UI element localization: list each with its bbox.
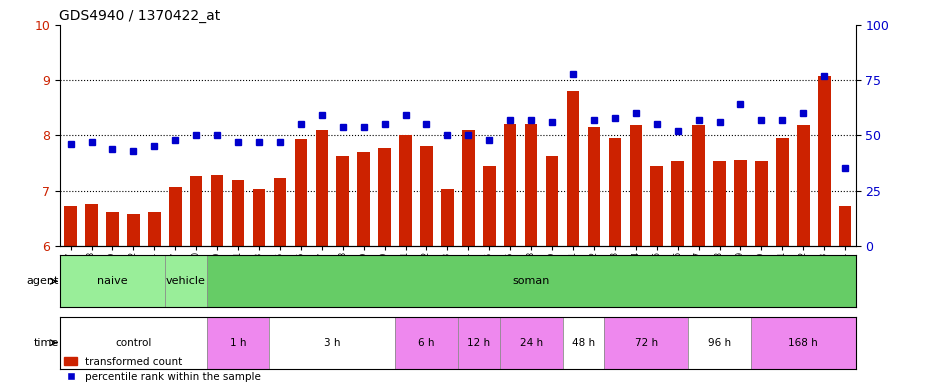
- Bar: [462, 130, 475, 246]
- Text: vehicle: vehicle: [166, 276, 205, 286]
- Bar: [274, 179, 286, 246]
- Bar: [127, 214, 140, 246]
- Text: 1 h: 1 h: [229, 338, 246, 348]
- Text: control: control: [116, 338, 152, 348]
- Bar: [672, 161, 684, 246]
- Bar: [567, 91, 579, 246]
- Text: 3 h: 3 h: [324, 338, 340, 348]
- Text: 168 h: 168 h: [788, 338, 819, 348]
- Text: 6 h: 6 h: [418, 338, 435, 348]
- Bar: [337, 156, 349, 246]
- Bar: [206, 255, 856, 307]
- Text: 24 h: 24 h: [520, 338, 543, 348]
- Bar: [587, 127, 600, 246]
- Bar: [65, 206, 77, 246]
- Bar: [232, 180, 244, 246]
- Text: naive: naive: [97, 276, 128, 286]
- Bar: [797, 126, 809, 246]
- Bar: [776, 138, 789, 246]
- Bar: [609, 138, 622, 246]
- Bar: [441, 189, 453, 246]
- Text: 12 h: 12 h: [467, 338, 490, 348]
- Bar: [818, 76, 831, 246]
- Bar: [562, 317, 604, 369]
- Bar: [253, 189, 265, 246]
- Bar: [751, 317, 856, 369]
- Bar: [85, 204, 98, 246]
- Bar: [206, 317, 269, 369]
- Bar: [458, 317, 500, 369]
- Text: 72 h: 72 h: [635, 338, 658, 348]
- Bar: [504, 124, 516, 246]
- Bar: [546, 156, 559, 246]
- Bar: [604, 317, 688, 369]
- Bar: [688, 317, 751, 369]
- Bar: [378, 147, 391, 246]
- Bar: [420, 146, 433, 246]
- Legend: transformed count, percentile rank within the sample: transformed count, percentile rank withi…: [60, 353, 265, 384]
- Bar: [294, 139, 307, 246]
- Bar: [692, 126, 705, 246]
- Bar: [500, 317, 562, 369]
- Bar: [190, 175, 203, 246]
- Bar: [524, 124, 537, 246]
- Bar: [60, 317, 206, 369]
- Bar: [713, 161, 726, 246]
- Bar: [357, 152, 370, 246]
- Bar: [483, 166, 496, 246]
- Bar: [269, 317, 395, 369]
- Bar: [400, 136, 412, 246]
- Bar: [148, 212, 161, 246]
- Bar: [165, 255, 206, 307]
- Bar: [315, 130, 328, 246]
- Bar: [734, 160, 746, 246]
- Text: time: time: [34, 338, 59, 348]
- Bar: [630, 126, 642, 246]
- Bar: [169, 187, 181, 246]
- Bar: [839, 206, 851, 246]
- Bar: [755, 161, 768, 246]
- Text: soman: soman: [512, 276, 549, 286]
- Bar: [211, 175, 224, 246]
- Bar: [60, 255, 165, 307]
- Bar: [106, 212, 118, 246]
- Text: agent: agent: [27, 276, 59, 286]
- Bar: [395, 317, 458, 369]
- Text: GDS4940 / 1370422_at: GDS4940 / 1370422_at: [59, 8, 220, 23]
- Bar: [650, 166, 663, 246]
- Text: 96 h: 96 h: [708, 338, 731, 348]
- Text: 48 h: 48 h: [572, 338, 595, 348]
